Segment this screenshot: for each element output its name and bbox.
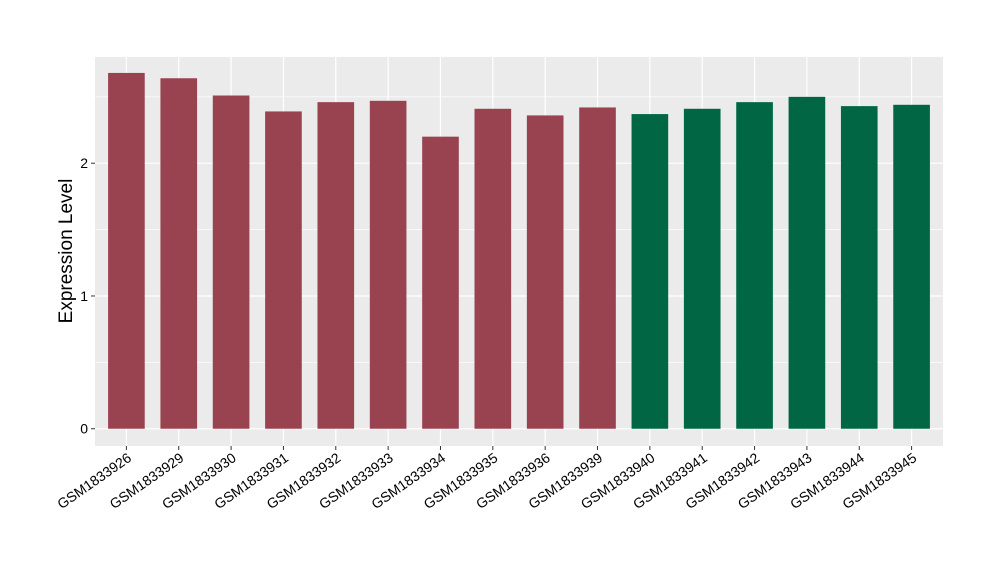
bar xyxy=(160,78,198,429)
y-axis: 0 1 2 xyxy=(80,155,95,437)
bar xyxy=(840,106,878,429)
bar xyxy=(526,115,564,429)
y-axis-label: Expression Level xyxy=(56,179,77,324)
bar xyxy=(212,95,250,429)
bars xyxy=(108,72,930,429)
bar xyxy=(422,136,459,429)
y-tick-label: 1 xyxy=(80,288,88,304)
bar xyxy=(369,100,407,429)
bar xyxy=(579,107,616,429)
bar xyxy=(736,102,773,429)
bar xyxy=(317,102,355,429)
bar xyxy=(108,72,145,429)
bar xyxy=(788,96,826,429)
y-tick-label: 0 xyxy=(80,421,88,437)
bar xyxy=(631,114,669,429)
x-axis: GSM1833926GSM1833929GSM1833930GSM1833931… xyxy=(54,446,919,512)
bar xyxy=(474,108,512,429)
y-tick-label: 2 xyxy=(80,155,88,171)
bar xyxy=(893,104,930,429)
bar xyxy=(683,108,721,429)
bar xyxy=(265,111,302,429)
